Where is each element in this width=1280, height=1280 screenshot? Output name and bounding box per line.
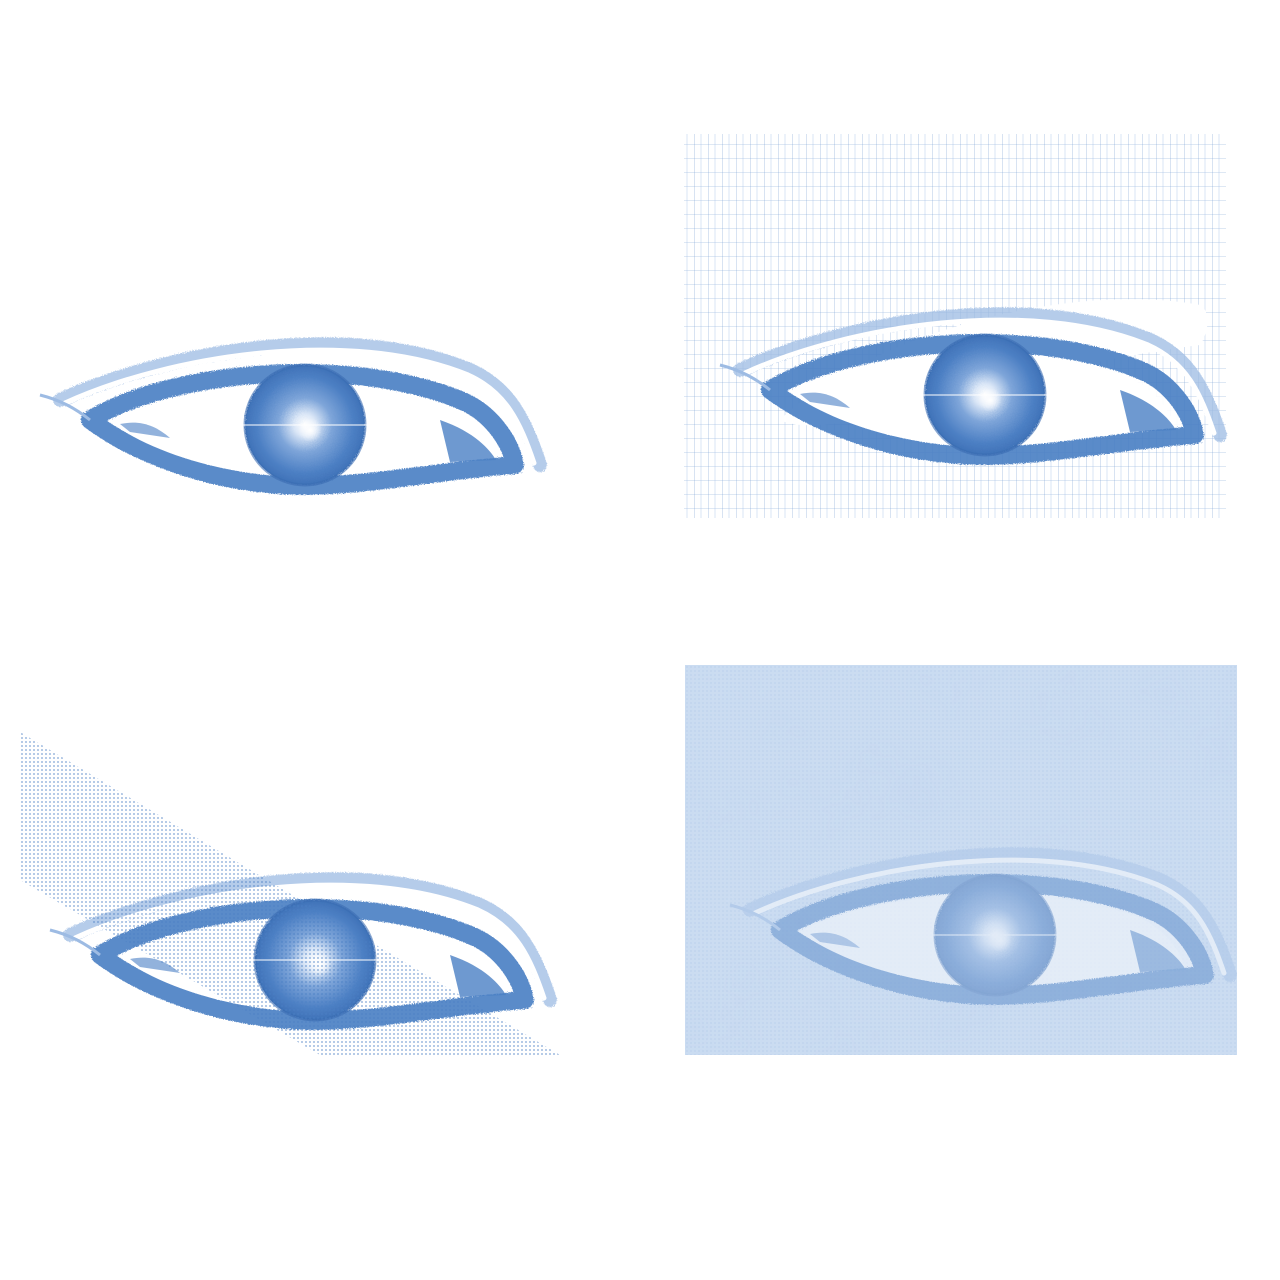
eye-illustration-textured [685,665,1237,1055]
eye-panel-textured [685,665,1237,1055]
eye-panel-diagonal [20,660,560,1055]
eye-illustration [20,130,560,520]
eye-illustration-diagonal [20,732,560,1055]
eye-panel-grid [680,130,1230,520]
eye-panel-plain [20,130,560,520]
eye-illustration-grid [684,134,1230,518]
